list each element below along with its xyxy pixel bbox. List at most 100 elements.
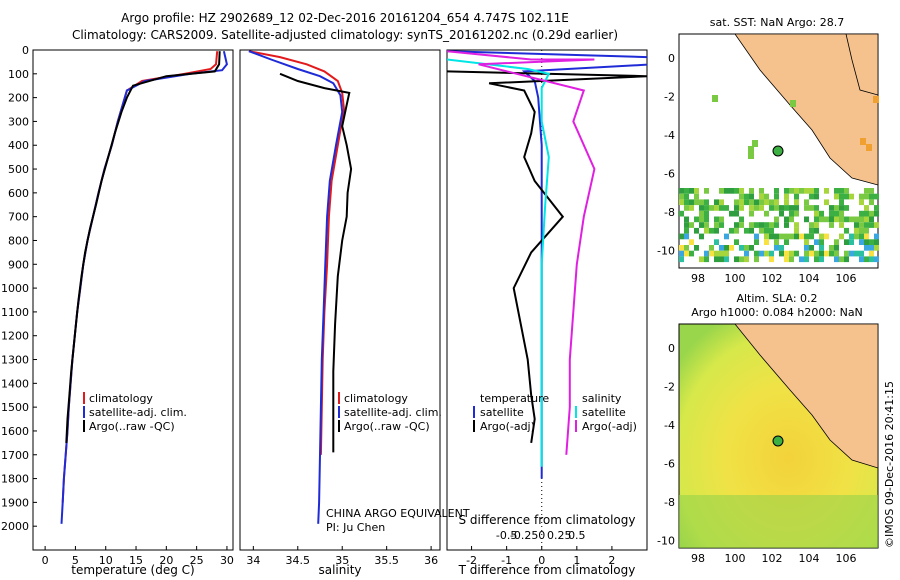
- sst-cell: [684, 199, 689, 206]
- map-y-tick-label: 0: [668, 342, 675, 355]
- sst-cell: [784, 216, 789, 223]
- sst-cell: [684, 222, 689, 228]
- map-vertical-stamp: ©IMOS 09-Dec-2016 20:41:15: [883, 381, 896, 548]
- sst-cell: [784, 193, 789, 200]
- legend-S-satellite: satellite: [582, 406, 626, 419]
- difference-x2label: S difference from climatology: [459, 513, 636, 527]
- x-tick-label: 10: [99, 554, 113, 567]
- sst-cell: [809, 250, 814, 257]
- sst-cell: [719, 222, 724, 228]
- sst-cell: [739, 256, 744, 263]
- map-y-tick-label: -4: [664, 129, 675, 142]
- sst-cell: [849, 250, 854, 257]
- sst-cell: [814, 239, 819, 245]
- sst-cell: [714, 222, 719, 228]
- sst-cell: [844, 239, 849, 245]
- map-bottom-title-1: Altim. SLA: 0.2: [736, 292, 817, 305]
- sst-cell: [759, 250, 764, 257]
- series-line-s-argo: [447, 50, 596, 455]
- sst-cell: [859, 233, 864, 240]
- sst-cell: [714, 250, 719, 257]
- sst-map: [678, 33, 879, 269]
- sst-cell: [729, 245, 734, 251]
- sst-cell: [874, 205, 879, 211]
- x-tick-label: -2: [466, 554, 477, 567]
- sst-cell: [824, 199, 829, 206]
- sst-cell: [734, 188, 739, 194]
- sst-cell: [854, 250, 859, 257]
- sst-cell: [789, 216, 794, 223]
- map-x-tick-label: 104: [799, 272, 820, 285]
- map-bottom-title-2: Argo h1000: 0.084 h2000: NaN: [691, 306, 863, 319]
- sst-cell: [819, 245, 824, 251]
- sst-cell: [679, 193, 684, 200]
- sst-cell: [709, 227, 714, 234]
- sst-cell: [684, 245, 689, 251]
- sst-cell: [809, 233, 814, 240]
- sst-cell: [814, 227, 819, 234]
- sst-cell: [739, 205, 744, 211]
- sst-cell: [679, 199, 684, 206]
- map-x-tick-label: 102: [762, 272, 783, 285]
- land-mass-borneo: [845, 33, 879, 96]
- x-tick-label: 30: [220, 554, 234, 567]
- series-line-climatology: [61, 51, 219, 503]
- sst-cell: [684, 193, 689, 200]
- sst-cell: [834, 239, 839, 245]
- sst-cell: [794, 233, 799, 240]
- sst-cell: [854, 227, 859, 234]
- sst-cell: [824, 233, 829, 240]
- series-line-satellite-adj-clim-: [248, 50, 344, 524]
- sst-cell: [864, 222, 869, 228]
- map-x-tick-label: 106: [836, 552, 857, 565]
- sst-cell: [714, 199, 719, 206]
- map-y-tick-label: -2: [664, 91, 675, 104]
- x2-tick-label: 0.25: [547, 529, 572, 542]
- sst-cell: [874, 210, 879, 217]
- sst-cell: [704, 216, 709, 223]
- sst-cell: [799, 233, 804, 240]
- map-x-tick-label: 100: [725, 272, 746, 285]
- sst-cell: [804, 256, 809, 263]
- sst-cell: [754, 239, 759, 245]
- sst-cell: [839, 210, 844, 217]
- sst-cell: [804, 239, 809, 245]
- legend-T-argo: Argo(-adj): [480, 420, 535, 433]
- sst-cell: [699, 210, 704, 217]
- sst-cell: [754, 250, 759, 257]
- sst-cell: [744, 199, 749, 206]
- sst-cell: [864, 216, 869, 223]
- sst-cell: [774, 233, 779, 240]
- sst-cell: [734, 199, 739, 206]
- sst-cell: [764, 239, 769, 245]
- sst-cell: [874, 245, 879, 251]
- sst-cell: [794, 222, 799, 228]
- sst-cell: [814, 193, 819, 200]
- x-tick-label: 25: [190, 554, 204, 567]
- sst-cell: [754, 256, 759, 263]
- sst-cell: [789, 205, 794, 211]
- sst-cell: [864, 233, 869, 240]
- sst-cell: [699, 205, 704, 211]
- sst-cell: [679, 245, 684, 251]
- sst-cell: [749, 222, 754, 228]
- map-y-tick-label: -2: [664, 381, 675, 394]
- sst-cell: [764, 227, 769, 234]
- title-line-1: Argo profile: HZ 2902689_12 02-Dec-2016 …: [121, 11, 569, 25]
- legend-salinity-heading: salinity: [582, 392, 622, 405]
- sst-cell: [684, 227, 689, 234]
- argo-float-marker: [772, 145, 784, 157]
- sst-cell: [824, 188, 829, 194]
- sst-cell: [774, 199, 779, 206]
- sst-cell: [854, 216, 859, 223]
- legend-T-satellite: satellite: [480, 406, 524, 419]
- sst-cell: [779, 205, 784, 211]
- legend-climatology: climatology: [344, 392, 408, 405]
- sst-cell: [704, 222, 709, 228]
- sst-cell: [844, 250, 849, 257]
- y-tick-label: 1500: [1, 401, 29, 414]
- sst-cell: [784, 222, 789, 228]
- sst-cell: [752, 140, 758, 147]
- map-x-tick-label: 98: [691, 552, 705, 565]
